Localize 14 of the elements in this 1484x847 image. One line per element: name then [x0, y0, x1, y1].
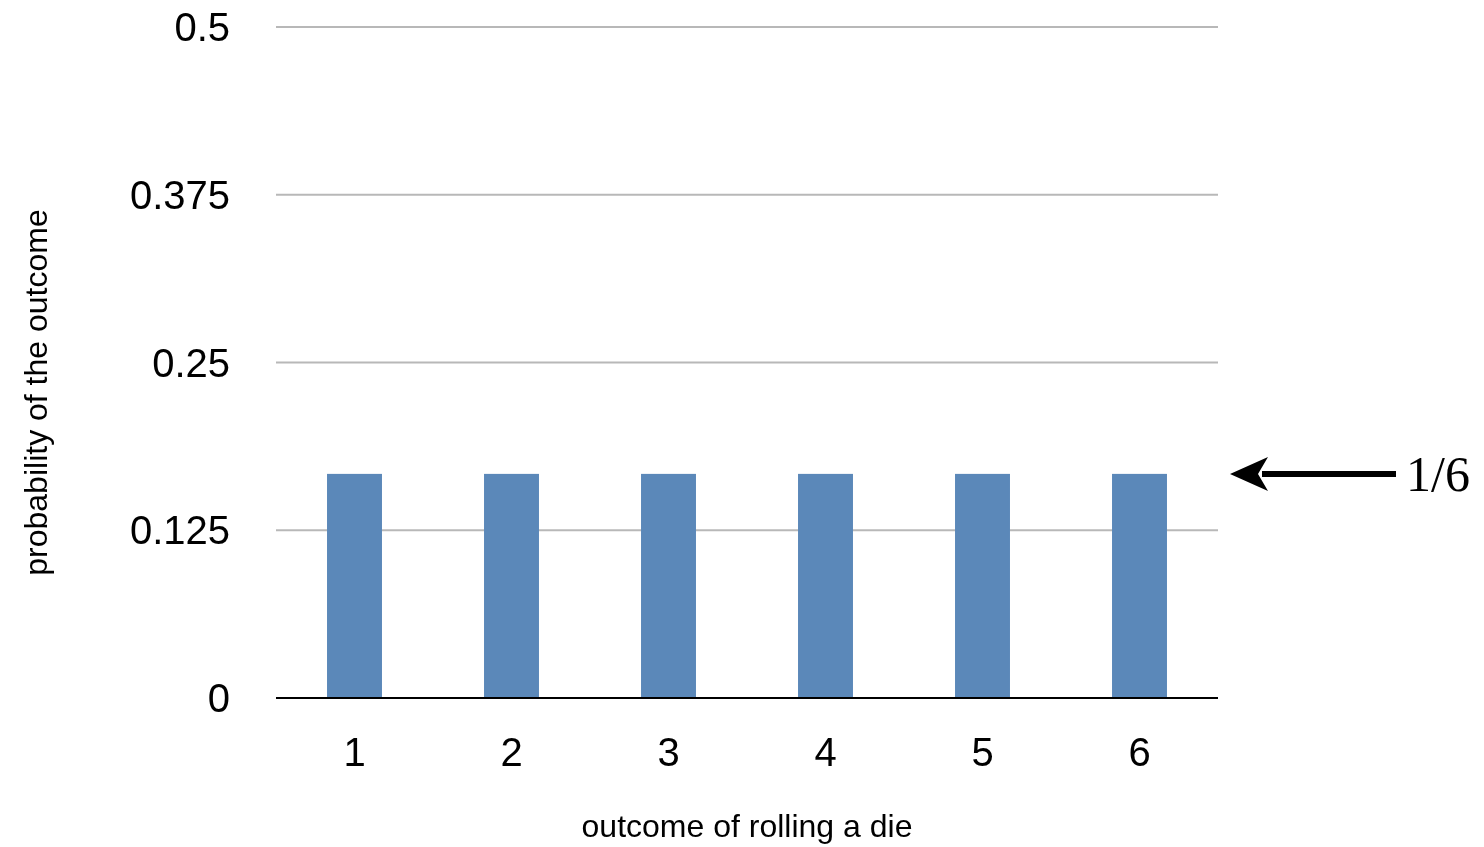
y-axis-title: probability of the outcome — [18, 209, 55, 576]
x-tick-label: 6 — [1128, 730, 1151, 774]
y-tick-label: 0.125 — [129, 508, 230, 553]
x-tick-label: 3 — [657, 730, 680, 774]
y-tick-label: 0.375 — [129, 172, 230, 217]
x-tick-label: 2 — [500, 730, 523, 774]
x-tick-label: 1 — [343, 730, 366, 774]
y-tick-label: 0.5 — [174, 5, 230, 49]
y-tick-label: 0.25 — [152, 340, 230, 385]
y-tick-label: 0 — [207, 676, 230, 720]
x-tick-label: 4 — [814, 730, 837, 774]
x-tick-label: 5 — [971, 730, 994, 774]
text: 1/6 — [1406, 446, 1470, 503]
x-axis-title: outcome of rolling a die — [581, 808, 913, 845]
